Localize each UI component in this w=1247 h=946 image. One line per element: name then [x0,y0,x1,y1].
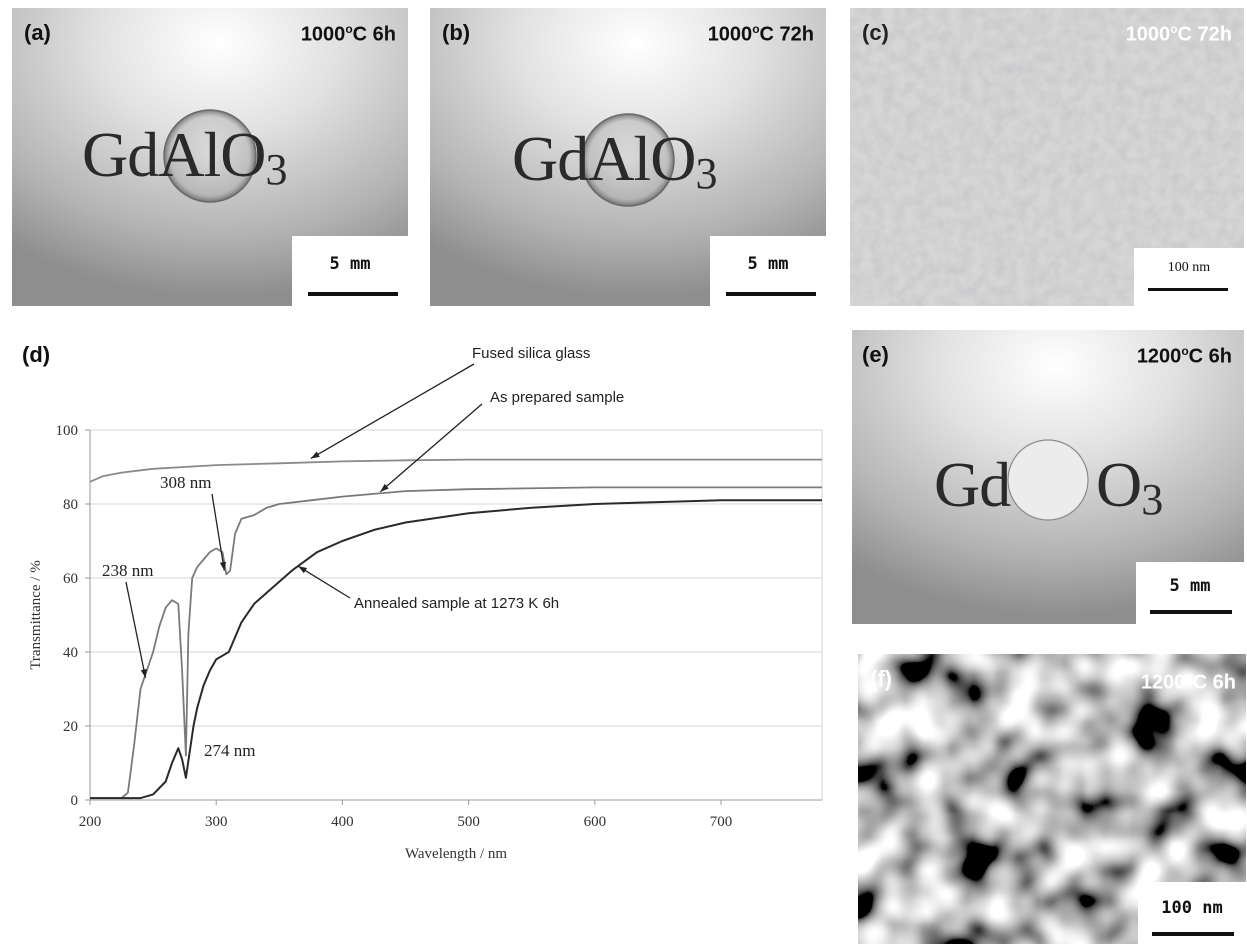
condition-label-f: 1200oC 6h [1140,670,1236,694]
scale-bar-label: 5 mm [747,254,789,274]
condition-label-a: 1000oC 6h [300,22,396,46]
arrow-238nm [125,581,147,679]
x-tick-label: 300 [205,814,228,830]
scale-bar-line [1148,288,1228,291]
panel-label-a: (a) [24,20,51,45]
arrow-308nm [211,493,227,571]
scale-bar-line [1152,932,1234,936]
scale-bar-b: 5 mm [710,236,826,306]
x-tick-label: 600 [584,814,607,830]
arrow-silica [310,363,475,460]
annotation-arrow-line [211,493,225,571]
scale-bar-label: 100 nm [1161,898,1223,918]
annotation-arrow-line [310,363,475,460]
scale-bar-label: 5 mm [1169,576,1211,596]
sample-text-a: GdAlO3 [82,119,287,194]
series-line-2 [90,486,822,799]
scale-bar-f: 100 nm [1138,882,1246,944]
transmittance-chart: 0 20 40 60 80 100 200 300 400 500 600 700 Wavelength… [28,345,823,862]
y-tick-label: 40 [63,645,78,661]
panel-label-c: (c) [862,20,889,45]
y-tick-label: 60 [63,571,78,587]
scale-bar-e: 5 mm [1136,562,1244,624]
scale-bar-line [1150,610,1232,614]
x-tick-label: 500 [457,814,480,830]
sample-photo-a [12,8,408,306]
photo-panel-e: Gd O3 (e) 1200oC 6h 5 mm [852,330,1244,624]
scale-bar-label: 5 mm [329,254,371,274]
x-axis-label: Wavelength / nm [405,846,507,862]
annotation-arrow-head [298,566,308,574]
scale-bar-line [308,292,398,296]
scale-bar-c: 100 nm [1134,248,1244,306]
annotation-arrow-line [379,403,483,493]
condition-label-b: 1000oC 72h [707,22,814,46]
chart-panel-d: (d) 0 20 40 60 80 100 200 300 400 500 600 700 Wavele… [12,330,832,890]
annotation-annealed: Annealed sample at 1273 K 6h [354,595,559,612]
panel-label-e: (e) [862,342,889,367]
panel-label-f: (f) [870,666,892,691]
y-tick-label: 0 [71,793,79,809]
y-tick-label: 80 [63,497,78,513]
condition-label-c: 1000oC 72h [1125,22,1232,46]
sample-text-b: GdAlO3 [512,123,717,198]
annotation-arrow-head [219,561,227,571]
series-line-3 [90,499,822,800]
arrow-prepared [379,403,483,493]
annotation-arrow-head [380,483,389,492]
annotation-274nm: 274 nm [204,741,255,760]
annotation-arrow-line [297,565,351,599]
annotation-arrow-head [310,451,320,459]
tem-panel-c: (c) 1000oC 72h 100 nm [850,8,1244,306]
scale-bar-line [726,292,816,296]
scale-bar-label: 100 nm [1167,260,1211,275]
x-tick-label: 200 [79,814,102,830]
arrow-annealed [297,565,351,599]
photo-panel-a: GdAlO3 (a) 1000oC 6h 5 mm [12,8,408,306]
y-axis-label: Transmittance / % [28,560,44,669]
annotation-silica: Fused silica glass [472,345,590,362]
series-line-1 [89,458,822,483]
sample-text-e-left: Gd [934,449,1011,520]
photo-panel-b: GdAlO3 (b) 1000oC 72h 5 mm [430,8,826,306]
annotation-238nm: 238 nm [102,561,153,580]
annotation-arrow-line [125,581,147,679]
annotation-prepared: As prepared sample [490,389,624,406]
x-tick-label: 700 [710,814,733,830]
sample-text-e-right: O3 [1096,449,1163,524]
tem-panel-f: (f) 1200oC 6h 100 nm [858,654,1246,944]
scale-bar-a: 5 mm [292,236,408,306]
annotation-arrow-head [140,668,147,678]
condition-label-e: 1200oC 6h [1136,344,1232,368]
panel-label-d: (d) [22,342,51,367]
annotation-308nm: 308 nm [160,473,211,492]
y-tick-label: 100 [56,423,79,439]
x-tick-label: 400 [331,814,354,830]
panel-label-b: (b) [442,20,471,45]
y-tick-label: 20 [63,719,78,735]
